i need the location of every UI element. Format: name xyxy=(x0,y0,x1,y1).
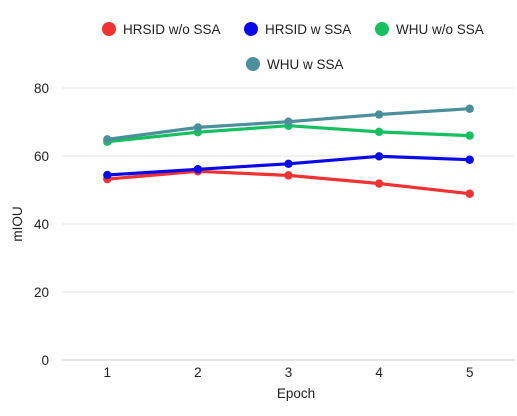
y-tick-label: 80 xyxy=(34,81,49,96)
legend-marker xyxy=(102,22,116,36)
legend-item[interactable]: WHU w SSA xyxy=(246,57,344,72)
x-tick-label: 4 xyxy=(375,365,383,380)
data-point xyxy=(284,159,293,169)
y-tick-label: 60 xyxy=(34,149,49,164)
legend-label: WHU w SSA xyxy=(267,57,344,72)
data-point xyxy=(103,135,112,144)
x-tick-label: 2 xyxy=(194,365,202,380)
x-axis-ticks: 1 2 3 4 5 xyxy=(104,365,474,380)
y-axis-title: mIOU xyxy=(10,206,25,241)
data-point xyxy=(284,171,293,180)
y-tick-label: 20 xyxy=(34,285,49,300)
data-point xyxy=(465,189,474,198)
legend-marker xyxy=(375,22,389,36)
series-points xyxy=(103,104,474,198)
legend-label: HRSID w SSA xyxy=(265,22,351,37)
data-point xyxy=(465,155,474,164)
legend-item[interactable]: WHU w/o SSA xyxy=(375,22,484,37)
legend-item[interactable]: HRSID w/o SSA xyxy=(102,22,221,37)
legend-label: WHU w/o SSA xyxy=(396,22,484,37)
legend: HRSID w/o SSA HRSID w SSA WHU w/o SSA WHU w… xyxy=(102,22,484,72)
y-tick-label: 40 xyxy=(34,217,49,232)
data-point xyxy=(374,152,384,161)
x-tick-label: 1 xyxy=(104,365,112,380)
legend-label: HRSID w/o SSA xyxy=(123,22,221,37)
data-point xyxy=(374,127,384,137)
data-point xyxy=(374,179,384,188)
data-point xyxy=(465,131,474,140)
legend-marker xyxy=(244,22,258,36)
x-axis-title: Epoch xyxy=(277,386,315,401)
data-point xyxy=(284,117,293,126)
data-point xyxy=(193,123,203,132)
data-point xyxy=(103,170,112,180)
y-axis-ticks: 0 20 40 60 80 xyxy=(34,81,49,368)
legend-marker xyxy=(246,57,260,71)
legend-item[interactable]: HRSID w SSA xyxy=(244,22,351,37)
x-tick-label: 3 xyxy=(285,365,293,380)
x-tick-label: 5 xyxy=(466,365,474,380)
data-point xyxy=(465,104,474,113)
gridlines xyxy=(62,87,515,361)
data-point xyxy=(374,110,384,119)
data-point xyxy=(193,165,203,174)
y-tick-label: 0 xyxy=(41,353,49,368)
